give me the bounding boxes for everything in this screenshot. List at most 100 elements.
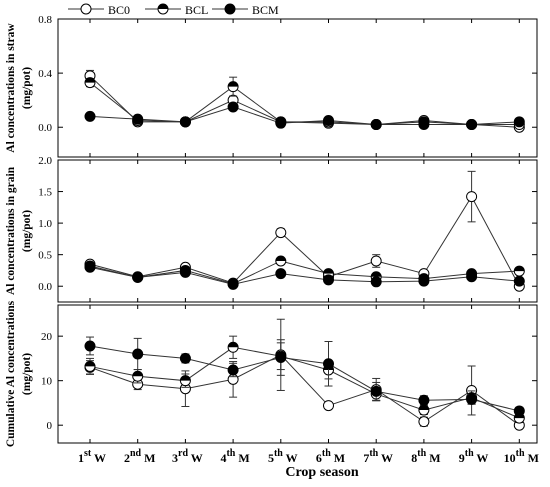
y-tick-label: 1.5 — [38, 187, 52, 199]
x-tick-sup: th — [417, 448, 426, 459]
data-point-BCM — [466, 271, 478, 283]
legend-label: BCL — [185, 3, 208, 17]
x-tick-num: 5 — [268, 451, 274, 465]
legend-marker-BCL-half — [158, 4, 168, 9]
data-point-BCM — [323, 114, 334, 126]
series-BC0 — [84, 69, 525, 133]
data-point-BCM — [418, 119, 430, 131]
x-tick-label: 9th W — [459, 448, 489, 465]
x-tick-suffix: M — [525, 451, 539, 465]
series-BCM — [84, 101, 525, 131]
data-point-BCM — [370, 276, 382, 288]
x-tick-num: 4 — [220, 451, 226, 465]
x-tick-num: 7 — [363, 451, 369, 465]
x-tick-sup: th — [516, 448, 525, 459]
data-point-BC0 — [323, 400, 334, 412]
y-tick-label: 0 — [47, 420, 53, 432]
panel-2: 0.0 0.5 1.0 1.5 2.0 Al concentrations in grai… — [5, 155, 538, 303]
data-point-BCM — [466, 393, 478, 405]
data-point-BC0 — [275, 227, 287, 239]
plot-frame — [57, 159, 538, 303]
data-point-BCM — [84, 340, 96, 352]
x-tick-num: 6 — [316, 451, 322, 465]
legend-item-BC0: BC0 — [68, 3, 130, 17]
plot-frame — [57, 18, 538, 158]
y-axis-title: Al concentrations in grain — [5, 166, 17, 295]
series-BC0 — [84, 318, 525, 431]
series-line-BCM — [89, 266, 520, 285]
x-tick-label: 4th M — [220, 448, 249, 465]
x-tick-label: 5th W — [268, 448, 298, 465]
data-point-BCM — [466, 119, 478, 131]
data-point-BCL — [179, 375, 191, 387]
data-point-BC0 — [418, 416, 430, 428]
x-tick-suffix: W — [188, 451, 203, 465]
x-tick-suffix: W — [474, 451, 489, 465]
y-tick-label: 0.4 — [38, 68, 52, 80]
data-point-BCL — [227, 81, 239, 93]
x-tick-suffix: M — [331, 451, 345, 465]
x-tick-num: 1 — [78, 451, 84, 465]
data-point-BCL — [132, 370, 144, 382]
y-axis-unit: (mg/pot) — [21, 67, 33, 109]
data-point-BCM — [513, 116, 525, 128]
x-tick-num: 3 — [172, 451, 178, 465]
data-point-BCM — [418, 394, 430, 406]
x-tick-suffix: M — [141, 451, 155, 465]
x-tick-label: 7th W — [363, 448, 393, 465]
x-tick-num: 8 — [411, 451, 417, 465]
data-point-BCL-half — [418, 405, 429, 411]
y-tick-label: 10 — [41, 376, 53, 388]
x-tick-suffix: M — [235, 451, 249, 465]
series-line-BC0 — [89, 195, 520, 287]
legend-marker-BC0 — [80, 3, 92, 15]
x-tick-sup: th — [465, 448, 474, 459]
series-line-BCL — [89, 82, 520, 126]
y-axis-unit: (mg/pot) — [21, 353, 33, 395]
legend: BC0 BCL BCM — [68, 3, 279, 17]
data-point-BCL-half — [132, 371, 143, 377]
x-tick-sup: st — [84, 448, 92, 459]
data-point-BCM — [323, 274, 334, 286]
data-point-BCM — [84, 261, 96, 273]
data-point-BCL-half — [228, 342, 239, 348]
data-point-BC0 — [466, 191, 478, 203]
data-point-BCM — [370, 119, 382, 131]
x-category-labels: 1st W 2nd M 3rd W 4th M 5th W 6th M 7th W 8th M… — [78, 448, 539, 465]
series-BC0 — [84, 170, 525, 292]
data-point-BCL-half — [371, 271, 382, 277]
x-tick-sup: th — [226, 448, 235, 459]
series-line-BCL — [89, 260, 520, 285]
panel-1: 0.0 0.4 0.8 Al concentrations in straw (mg/p… — [5, 14, 538, 158]
data-point-BCM — [323, 358, 334, 370]
x-tick-suffix: W — [283, 451, 298, 465]
y-tick-label: 0.5 — [38, 250, 52, 262]
x-axis-title: Crop season — [285, 465, 358, 480]
series-line-BCL — [89, 346, 520, 419]
x-tick-label: 3rd W — [172, 448, 203, 465]
series-line-BCM — [89, 345, 520, 412]
data-point-BC0 — [370, 255, 382, 267]
y-axis-title: Cumulative Al concentrations — [5, 300, 17, 447]
data-point-BCL — [418, 404, 430, 416]
plot-frame — [57, 304, 538, 444]
series-BCM — [84, 336, 525, 417]
y-axis-unit: (mg/pot) — [21, 210, 33, 252]
data-point-BCM — [227, 101, 239, 113]
x-tick-sup: nd — [130, 448, 142, 459]
data-point-BCL — [275, 255, 287, 267]
data-point-BCM — [227, 364, 239, 376]
legend-item-BCL: BCL — [145, 3, 208, 17]
x-tick-suffix: W — [91, 451, 106, 465]
x-tick-label: 6th M — [316, 448, 345, 465]
x-tick-num: 10 — [504, 451, 516, 465]
x-tick-suffix: M — [426, 451, 440, 465]
x-tick-label: 1st W — [78, 448, 106, 465]
data-point-BCM — [179, 266, 191, 278]
x-tick-label: 10th M — [504, 448, 539, 465]
data-point-BCL — [227, 341, 239, 353]
series-BCL — [84, 255, 525, 290]
data-point-BCM — [275, 117, 287, 129]
series-line-BC0 — [89, 354, 520, 426]
y-tick-label: 0.0 — [38, 281, 52, 293]
